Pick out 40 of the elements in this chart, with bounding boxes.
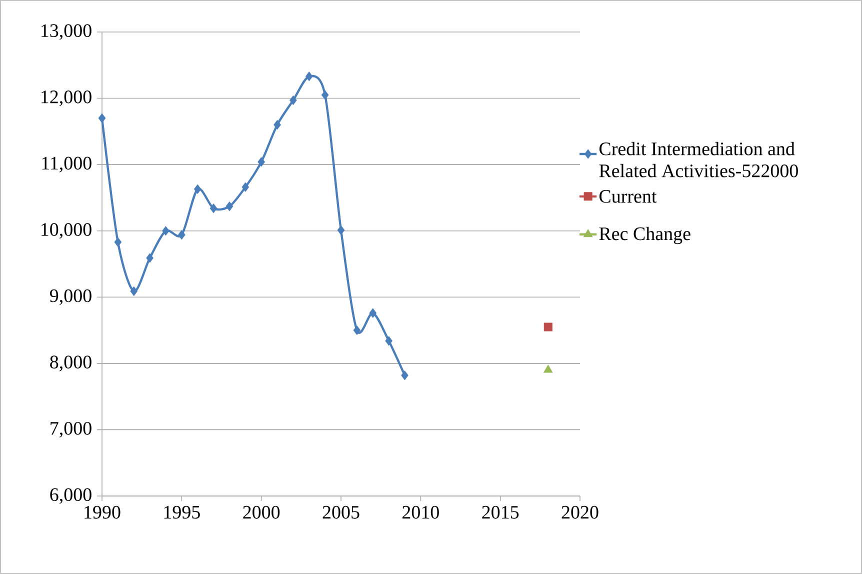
point	[544, 322, 552, 332]
point	[114, 237, 122, 247]
y-tick-label: 12,000	[42, 90, 92, 106]
x-tick-label: 2000	[243, 506, 280, 519]
point	[385, 336, 392, 346]
x-tick-label: 2020	[562, 506, 598, 519]
point	[544, 364, 553, 373]
legend-label: Current	[599, 190, 657, 203]
point	[226, 202, 234, 212]
point	[242, 182, 250, 192]
point	[401, 370, 408, 380]
x-tick-label: 2005	[322, 506, 360, 519]
point	[146, 253, 154, 263]
point	[194, 184, 202, 194]
legend-label: Credit Intermediation and Related Activities-522000	[599, 142, 798, 178]
x-tick-label: 1990	[84, 506, 120, 519]
y-tick-label: 6,000	[50, 488, 92, 504]
legend-label: Rec Change	[599, 226, 690, 244]
y-tick-label: 9,000	[50, 289, 92, 305]
y-tick-label: 10,000	[42, 223, 92, 239]
point	[210, 204, 218, 214]
point	[274, 120, 281, 130]
y-tick-label: 8,000	[50, 356, 92, 372]
point	[98, 113, 106, 123]
point	[353, 326, 361, 336]
point	[290, 96, 297, 106]
point	[321, 90, 329, 100]
y-tick-label: 11,000	[42, 156, 92, 172]
x-tick-label: 1995	[164, 506, 200, 519]
point	[306, 72, 313, 82]
point	[162, 226, 170, 236]
point	[369, 308, 376, 318]
x-tick-label: 2015	[482, 506, 519, 519]
y-tick-label: 13,000	[42, 24, 92, 40]
point	[178, 230, 186, 240]
point	[130, 286, 138, 296]
y-tick-label: 7,000	[50, 422, 92, 438]
point	[258, 157, 265, 167]
x-tick-label: 2010	[402, 506, 439, 519]
point	[337, 225, 345, 235]
